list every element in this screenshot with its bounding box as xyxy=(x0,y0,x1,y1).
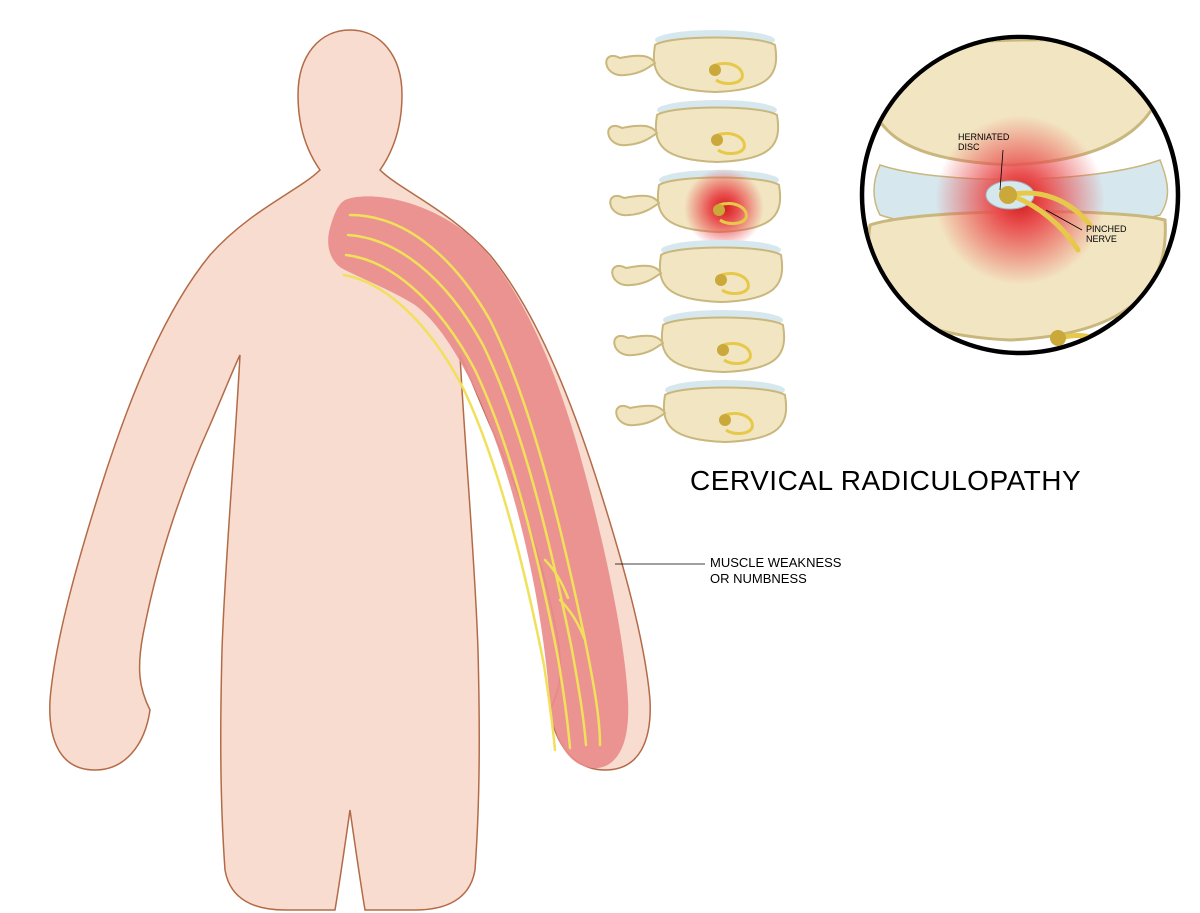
muscle-label-line2: OR NUMBNESS xyxy=(710,571,807,586)
pinched-nerve-label-1: PINCHED xyxy=(1086,224,1127,234)
muscle-label-line1: MUSCLE WEAKNESS xyxy=(710,555,842,570)
diagram-title: CERVICAL RADICULOPATHY xyxy=(690,465,1081,496)
pinched-nerve-label-2: NERVE xyxy=(1086,234,1117,244)
herniated-disc-label-2: DISC xyxy=(958,142,980,152)
body-figure xyxy=(50,30,650,910)
spine-column xyxy=(606,30,786,442)
medical-infographic: MUSCLE WEAKNESS OR NUMBNESS xyxy=(0,0,1200,913)
detail-circle: HERNIATED DISC PINCHED NERVE xyxy=(862,37,1178,360)
herniated-disc-label-1: HERNIATED xyxy=(958,132,1010,142)
